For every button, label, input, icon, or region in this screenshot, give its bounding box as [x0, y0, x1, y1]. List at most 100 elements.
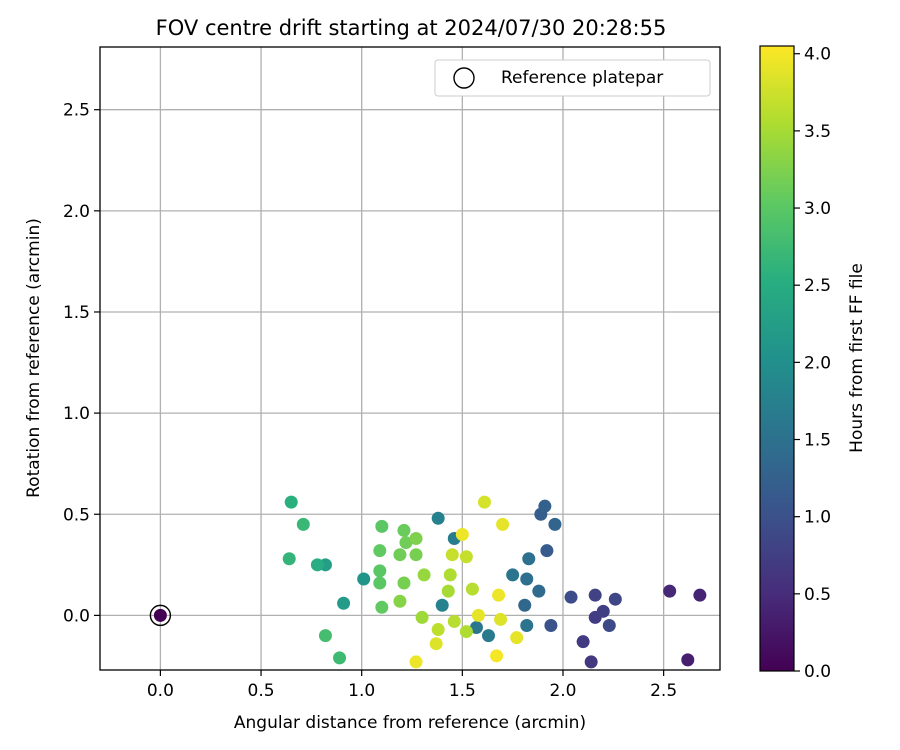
x-tick-label: 0.5 — [248, 681, 275, 701]
colorbar-tick-label: 1.5 — [804, 431, 831, 451]
data-point — [540, 544, 554, 558]
data-point — [409, 548, 423, 562]
colorbar-tick-label: 0.0 — [804, 662, 831, 682]
data-point — [296, 517, 310, 531]
x-axis-ticks: 0.0 0.5 1.0 1.5 2.0 2.5 — [147, 670, 677, 701]
y-tick-label: 1.0 — [63, 404, 90, 424]
data-point — [375, 600, 389, 614]
data-point — [544, 619, 558, 632]
data-point — [510, 631, 524, 645]
data-point — [520, 619, 534, 632]
reference-platepar-marker — [149, 604, 172, 627]
colorbar-tick-label: 2.5 — [804, 276, 831, 296]
data-point — [409, 655, 423, 669]
y-tick-label: 0.0 — [63, 606, 90, 626]
y-axis-label: Rotation from reference (arcmin) — [24, 218, 44, 498]
y-tick-label: 0.5 — [63, 505, 90, 525]
data-point — [397, 523, 411, 537]
colorbar-tick-label: 4.0 — [804, 45, 831, 65]
data-point — [564, 590, 578, 604]
data-point — [584, 655, 598, 669]
data-point — [522, 552, 536, 566]
colorbar-ticks: 0.0 0.5 1.0 1.5 2.0 2.5 3.0 3.5 4.0 — [794, 45, 831, 682]
data-point — [588, 588, 602, 602]
data-point — [469, 621, 483, 635]
data-point — [596, 604, 610, 618]
legend-label: Reference platepar — [501, 68, 663, 88]
colorbar: 0.0 0.5 1.0 1.5 2.0 2.5 3.0 3.5 4.0 Hours from f… — [759, 45, 867, 682]
data-point — [459, 550, 473, 564]
data-point — [538, 499, 552, 513]
data-point — [415, 610, 429, 624]
data-point — [608, 592, 622, 606]
colorbar-tick-label: 3.5 — [804, 122, 831, 142]
data-point — [373, 576, 387, 590]
legend-marker-icon — [453, 67, 475, 89]
data-point — [455, 527, 469, 541]
x-axis-label: Angular distance from reference (arcmin) — [234, 713, 586, 733]
data-point — [681, 653, 695, 667]
x-tick-label: 1.5 — [449, 681, 476, 701]
data-point — [441, 584, 455, 598]
data-point — [506, 568, 520, 582]
x-tick-label: 2.0 — [549, 681, 576, 701]
legend-box — [434, 59, 711, 97]
data-point — [357, 572, 371, 586]
data-point — [435, 598, 449, 612]
data-point — [471, 608, 485, 622]
data-point — [409, 532, 423, 546]
data-point — [443, 568, 457, 582]
data-point — [445, 548, 459, 562]
data-point — [397, 576, 411, 590]
data-point — [693, 588, 707, 602]
grid-lines — [100, 47, 720, 670]
data-point — [373, 544, 387, 558]
data-point — [393, 548, 407, 562]
plot-area — [100, 47, 720, 670]
data-point — [393, 594, 407, 608]
legend: Reference platepar — [434, 59, 711, 97]
colorbar-tick-label: 3.0 — [804, 199, 831, 219]
data-point — [496, 517, 510, 531]
y-tick-label: 2.5 — [63, 101, 90, 121]
data-point — [520, 572, 534, 586]
data-point — [459, 625, 473, 639]
data-point — [417, 568, 431, 582]
colorbar-gradient — [759, 45, 795, 672]
y-tick-label: 2.0 — [63, 202, 90, 222]
data-point — [284, 495, 298, 509]
data-point — [153, 608, 167, 622]
data-point — [482, 629, 496, 643]
colorbar-tick-label: 0.5 — [804, 585, 831, 605]
scatter-points — [149, 495, 707, 669]
data-point — [333, 651, 347, 665]
data-point — [494, 612, 508, 626]
data-point — [282, 552, 296, 566]
x-tick-label: 0.0 — [147, 681, 174, 701]
data-point — [399, 536, 413, 550]
x-tick-label: 2.5 — [650, 681, 677, 701]
data-point — [477, 495, 491, 509]
data-point — [490, 649, 504, 663]
data-point — [431, 511, 445, 525]
data-point — [431, 623, 445, 637]
chart-title: FOV centre drift starting at 2024/07/30 … — [156, 16, 667, 40]
data-point — [337, 596, 351, 610]
plot-frame — [99, 46, 721, 671]
data-point — [429, 637, 443, 651]
data-point — [532, 584, 546, 598]
data-point — [492, 588, 506, 602]
y-tick-label: 1.5 — [63, 303, 90, 323]
data-point — [310, 558, 324, 572]
x-tick-label: 1.0 — [348, 681, 375, 701]
data-point — [548, 517, 562, 531]
data-point — [518, 598, 532, 612]
data-point — [465, 582, 479, 596]
data-point — [663, 584, 677, 598]
data-point — [576, 635, 590, 649]
data-point — [373, 564, 387, 578]
colorbar-tick-label: 1.0 — [804, 508, 831, 528]
y-axis-ticks: 0.0 0.5 1.0 1.5 2.0 2.5 — [63, 101, 100, 626]
data-point — [318, 629, 332, 643]
